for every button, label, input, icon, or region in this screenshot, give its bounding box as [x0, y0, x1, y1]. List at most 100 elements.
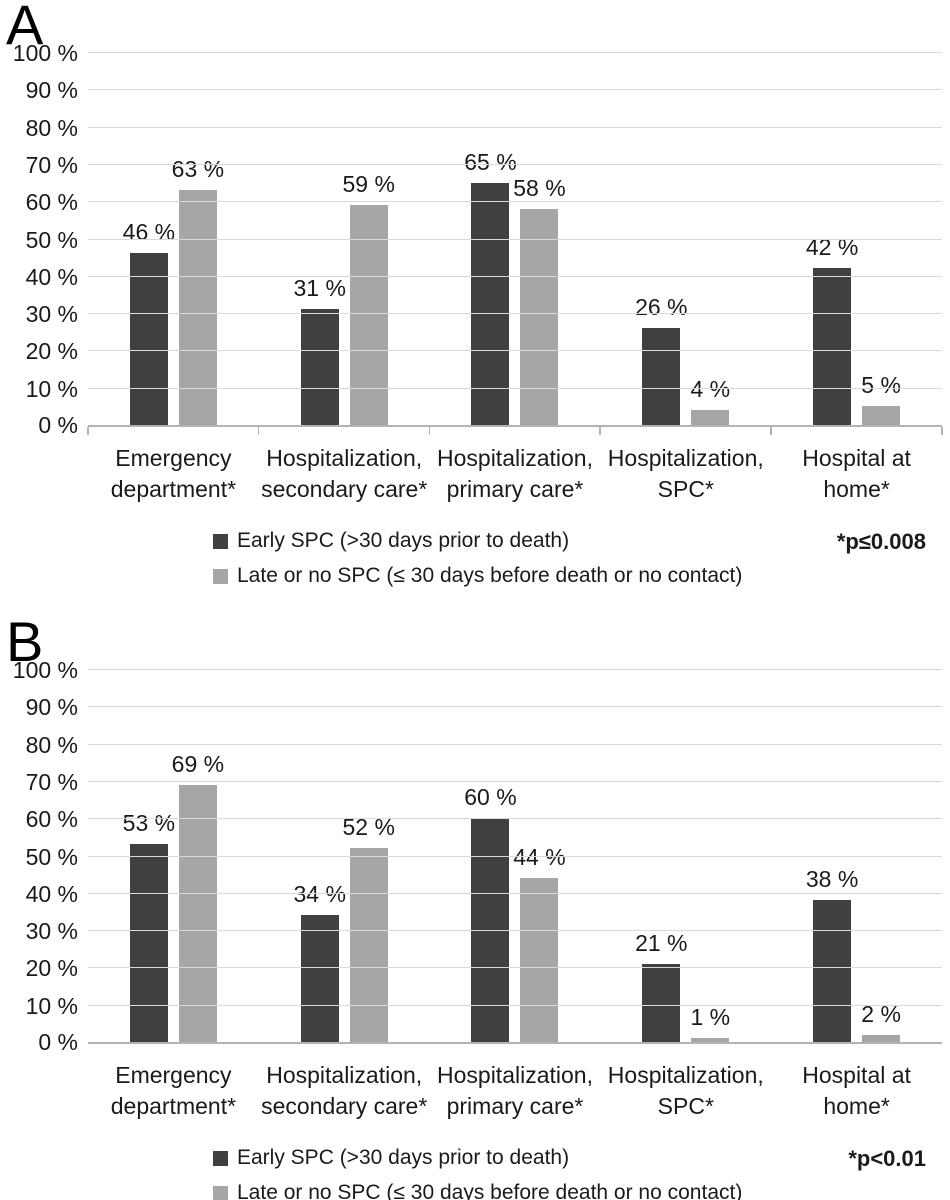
bar-late-or-no-spc: 2 % — [861, 1001, 901, 1042]
y-axis-tick-label: 0 % — [38, 412, 78, 438]
category-label: Emergency department* — [88, 1060, 259, 1122]
bar-late-or-no-spc: 52 % — [342, 814, 395, 1042]
bar-group: 26 % 4 % — [600, 52, 771, 425]
gridline: 20 % — [26, 338, 942, 364]
gridline: 90 % — [26, 694, 942, 720]
x-axis-tick-mark — [941, 427, 943, 435]
panel-a-label: A — [6, 0, 43, 56]
gridline: 100 % — [13, 657, 942, 683]
y-axis-tick-label: 90 % — [25, 77, 78, 104]
category-label-line: department* — [110, 476, 237, 502]
x-axis-tick-mark — [428, 427, 431, 435]
category-label-line: Hospital at — [802, 445, 911, 471]
category-label-line: Hospitalization, — [607, 1062, 764, 1088]
y-axis-tick-label: 10 % — [25, 992, 78, 1019]
gridline: 90 % — [26, 77, 942, 103]
bar-early-spc: 53 % — [123, 810, 175, 1042]
category-label: Hospitalization, primary care* — [430, 443, 601, 505]
category-label-line: Hospital at — [802, 1062, 911, 1088]
category-label-line: SPC* — [657, 476, 714, 502]
category-label: Hospitalization, secondary care* — [259, 1060, 430, 1122]
y-axis-tick-label: 70 % — [25, 151, 78, 178]
bar-early-spc: 31 % — [293, 275, 346, 425]
x-axis-category-labels-b: Emergency department* Hospitalization, seco… — [88, 1060, 942, 1122]
gridline: 80 % — [26, 115, 942, 141]
gridline: 70 % — [26, 769, 942, 795]
p-value-annotation-a: *p≤0.008 — [836, 529, 926, 554]
category-label-line: home* — [823, 476, 890, 502]
y-axis-tick-label: 30 % — [25, 918, 78, 945]
legend-item-early-spc: Early SPC (>30 days prior to death) — [213, 1146, 940, 1170]
legend-swatch-early-spc-icon — [213, 533, 228, 549]
panel-a: A 46 % 63 % 31 % 59 % 65 % 58 % 26 % 4 % 42 % 5 %… — [6, 0, 943, 588]
gridline: 80 % — [26, 732, 942, 758]
bar-value-label: 46 % — [122, 219, 176, 246]
category-label: Hospitalization, SPC* — [600, 1060, 771, 1122]
y-axis-tick-label: 10 % — [25, 375, 78, 402]
bar-value-label: 26 % — [635, 294, 688, 321]
gridline: 60 % — [26, 189, 942, 215]
bar-value-label: 5 % — [861, 372, 901, 399]
y-axis-tick-label: 80 % — [25, 731, 78, 758]
bar-value-label: 65 % — [464, 148, 517, 175]
bar-early-spc: 34 % — [293, 881, 346, 1042]
category-label-line: primary care* — [446, 476, 584, 502]
x-axis-tick-mark — [770, 427, 772, 435]
legend-label-late-no-spc: Late or no SPC (≤ 30 days before death o… — [237, 564, 743, 587]
y-axis-tick-label: 70 % — [25, 768, 78, 795]
category-label-line: secondary care* — [261, 1093, 428, 1119]
bar-group: 31 % 59 % — [259, 52, 430, 425]
category-label-line: Hospitalization, — [437, 1062, 593, 1088]
y-axis-tick-label: 40 % — [25, 263, 78, 290]
bar-early-spc: 65 % — [464, 149, 517, 425]
gridline: 60 % — [26, 806, 942, 832]
category-label-line: SPC* — [657, 1093, 714, 1119]
bar-value-label: 21 % — [635, 929, 688, 956]
category-label: Hospitalization, SPC* — [600, 443, 771, 505]
legend-item-early-spc: Early SPC (>30 days prior to death) — [213, 529, 940, 553]
gridline: 30 % — [26, 301, 942, 327]
category-label-line: secondary care* — [261, 476, 428, 502]
gridline: 40 % — [26, 881, 942, 907]
category-label-line: Emergency — [115, 1062, 232, 1088]
legend-item-late-no-spc: Late or no SPC (≤ 30 days before death o… — [213, 564, 940, 588]
bar-value-label: 60 % — [464, 784, 517, 811]
bar-late-or-no-spc: 63 % — [172, 156, 224, 425]
bar-late-or-no-spc: 4 % — [690, 376, 730, 425]
bar-value-label: 53 % — [122, 810, 176, 837]
category-label: Hospital at home* — [771, 443, 942, 505]
category-label: Hospital at home* — [771, 1060, 942, 1122]
y-axis-tick-label: 50 % — [25, 226, 78, 253]
gridline: 100 % — [13, 40, 942, 66]
bar-late-or-no-spc: 44 % — [513, 844, 566, 1042]
x-axis-tick-mark — [87, 427, 89, 435]
gridline: 30 % — [26, 918, 942, 944]
y-axis-tick-label: 20 % — [25, 338, 78, 365]
y-axis-tick-label: 20 % — [25, 955, 78, 982]
category-label-line: primary care* — [446, 1093, 584, 1119]
bar-early-spc: 26 % — [635, 294, 688, 425]
bar-value-label: 58 % — [513, 174, 566, 201]
category-label-line: home* — [823, 1093, 890, 1119]
y-axis-tick-label: 40 % — [25, 880, 78, 907]
legend-swatch-late-no-spc-icon — [213, 568, 228, 584]
y-axis-tick-label: 50 % — [25, 843, 78, 870]
bar-value-label: 59 % — [342, 170, 395, 197]
category-label: Emergency department* — [88, 443, 259, 505]
bar-value-label: 63 % — [171, 156, 225, 183]
gridline: 50 % — [26, 844, 942, 870]
bar-value-label: 4 % — [690, 376, 731, 403]
bar-late-or-no-spc: 1 % — [690, 1004, 730, 1042]
y-axis-tick-label: 60 % — [25, 806, 78, 833]
bar-early-spc: 46 % — [123, 219, 175, 425]
x-axis-category-labels-a: Emergency department* Hospitalization, seco… — [88, 443, 942, 505]
bar-early-spc: 21 % — [635, 930, 688, 1042]
panel-b: B 53 % 69 % 34 % 52 % 60 % 44 % 21 % 1 % 38 % 2 %… — [0, 614, 950, 1200]
bar-value-label: 38 % — [805, 866, 859, 893]
bar-value-label: 31 % — [293, 275, 346, 302]
bar-late-or-no-spc: 58 % — [513, 175, 566, 425]
legend-label-late-no-spc: Late or no SPC (≤ 30 days before death o… — [237, 1181, 743, 1200]
gridline: 40 % — [26, 264, 942, 290]
bar-value-label: 44 % — [513, 843, 566, 870]
